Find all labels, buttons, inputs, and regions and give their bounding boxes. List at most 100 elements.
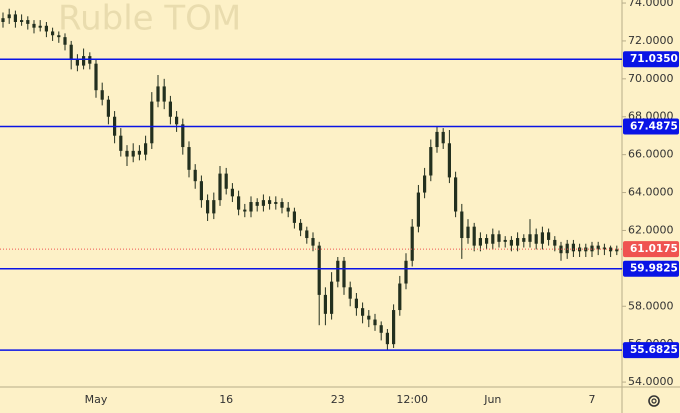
candle-body: [230, 188, 234, 197]
candle-body: [20, 20, 24, 22]
candle-body: [26, 20, 30, 24]
candle-body: [100, 90, 104, 100]
y-tick-label: 72.0000: [628, 34, 674, 47]
y-tick-label: 74.0000: [628, 0, 674, 9]
candle-body: [385, 332, 389, 345]
y-tick-label: 58.0000: [628, 299, 674, 312]
candle-body: [416, 192, 420, 227]
candle-body: [1, 18, 5, 22]
level-label: 71.0350: [630, 53, 678, 65]
candle-body: [540, 232, 544, 244]
candle-body: [509, 239, 513, 246]
x-tick-label: 23: [331, 393, 345, 406]
candle-body: [361, 308, 365, 316]
level-badge: [623, 260, 679, 277]
candle-body: [286, 207, 290, 212]
candle-body: [342, 260, 346, 288]
candle-body: [51, 31, 55, 36]
candle-body: [261, 200, 265, 206]
candle-body: [491, 234, 495, 244]
candle-body: [119, 135, 123, 151]
level-badge: [623, 118, 679, 135]
candle-body: [317, 245, 321, 295]
candle-body: [336, 260, 340, 282]
candle-body: [237, 196, 241, 210]
candle-body: [13, 14, 17, 22]
candle-body: [243, 209, 247, 212]
candle-body: [398, 283, 402, 311]
candle-body: [150, 101, 154, 144]
candle-body: [144, 143, 148, 155]
candle-body: [379, 325, 383, 333]
candle-body: [330, 281, 334, 314]
candle-body: [609, 247, 613, 252]
watermark-title: Ruble TOM: [58, 0, 241, 39]
candle-body: [292, 211, 296, 223]
candle-body: [280, 202, 284, 208]
candle-body: [32, 23, 36, 28]
candle-body: [199, 181, 203, 201]
level-label: 67.4875: [630, 120, 678, 132]
candle-body: [44, 25, 48, 32]
candle-body: [106, 99, 110, 117]
candle-body: [497, 234, 501, 242]
candle-body: [212, 200, 216, 214]
candle-body: [441, 131, 445, 144]
candle-body: [547, 232, 551, 240]
candle-body: [218, 173, 222, 201]
candle-body: [323, 294, 327, 314]
candle-body: [311, 238, 315, 246]
x-tick-label: 7: [589, 393, 596, 406]
candle-body: [602, 247, 606, 250]
candle-body: [478, 238, 482, 246]
candle-body: [528, 234, 532, 242]
level-label: 59.9825: [630, 263, 678, 275]
y-tick-label: 70.0000: [628, 72, 674, 85]
candle-body: [162, 86, 166, 102]
candle-body: [516, 238, 520, 246]
candle-body: [565, 243, 569, 254]
candle-body: [503, 239, 507, 242]
candle-body: [38, 25, 42, 28]
candle-body: [454, 177, 458, 212]
candle-body: [590, 245, 594, 252]
x-tick-label: 16: [219, 393, 233, 406]
candle-body: [472, 226, 476, 246]
candle-body: [367, 315, 371, 320]
y-tick-label: 54.0000: [628, 375, 674, 388]
candle-body: [268, 200, 272, 204]
candle-body: [75, 59, 79, 66]
candle-body: [410, 226, 414, 261]
candle-body: [571, 243, 575, 252]
candle-body: [181, 124, 185, 148]
candle-body: [348, 287, 352, 299]
y-tick-label: 64.0000: [628, 186, 674, 199]
x-tick-label: May: [85, 393, 108, 406]
x-tick-label: Jun: [483, 393, 501, 406]
candle-body: [447, 143, 451, 178]
candle-body: [7, 14, 11, 19]
settings-icon[interactable]: [648, 395, 660, 407]
candle-body: [63, 37, 67, 45]
candle-body: [187, 147, 191, 170]
candle-body: [156, 86, 160, 102]
candle-body: [534, 234, 538, 244]
last-price-label: 61.0175: [630, 243, 678, 255]
y-tick-label: 62.0000: [628, 223, 674, 236]
candle-body: [82, 56, 86, 66]
candle-body: [193, 169, 197, 182]
candle-body: [553, 239, 557, 246]
candle-body: [485, 238, 489, 244]
level-badge: [623, 51, 679, 68]
last-price-badge: [623, 241, 679, 258]
candle-body: [466, 226, 470, 239]
level-badge: [623, 342, 679, 359]
candle-body: [206, 200, 210, 214]
candle-body: [299, 222, 303, 231]
y-tick-label: 66.0000: [628, 148, 674, 161]
candle-body: [255, 202, 259, 206]
candle-body: [423, 175, 427, 193]
candle-body: [131, 150, 135, 157]
